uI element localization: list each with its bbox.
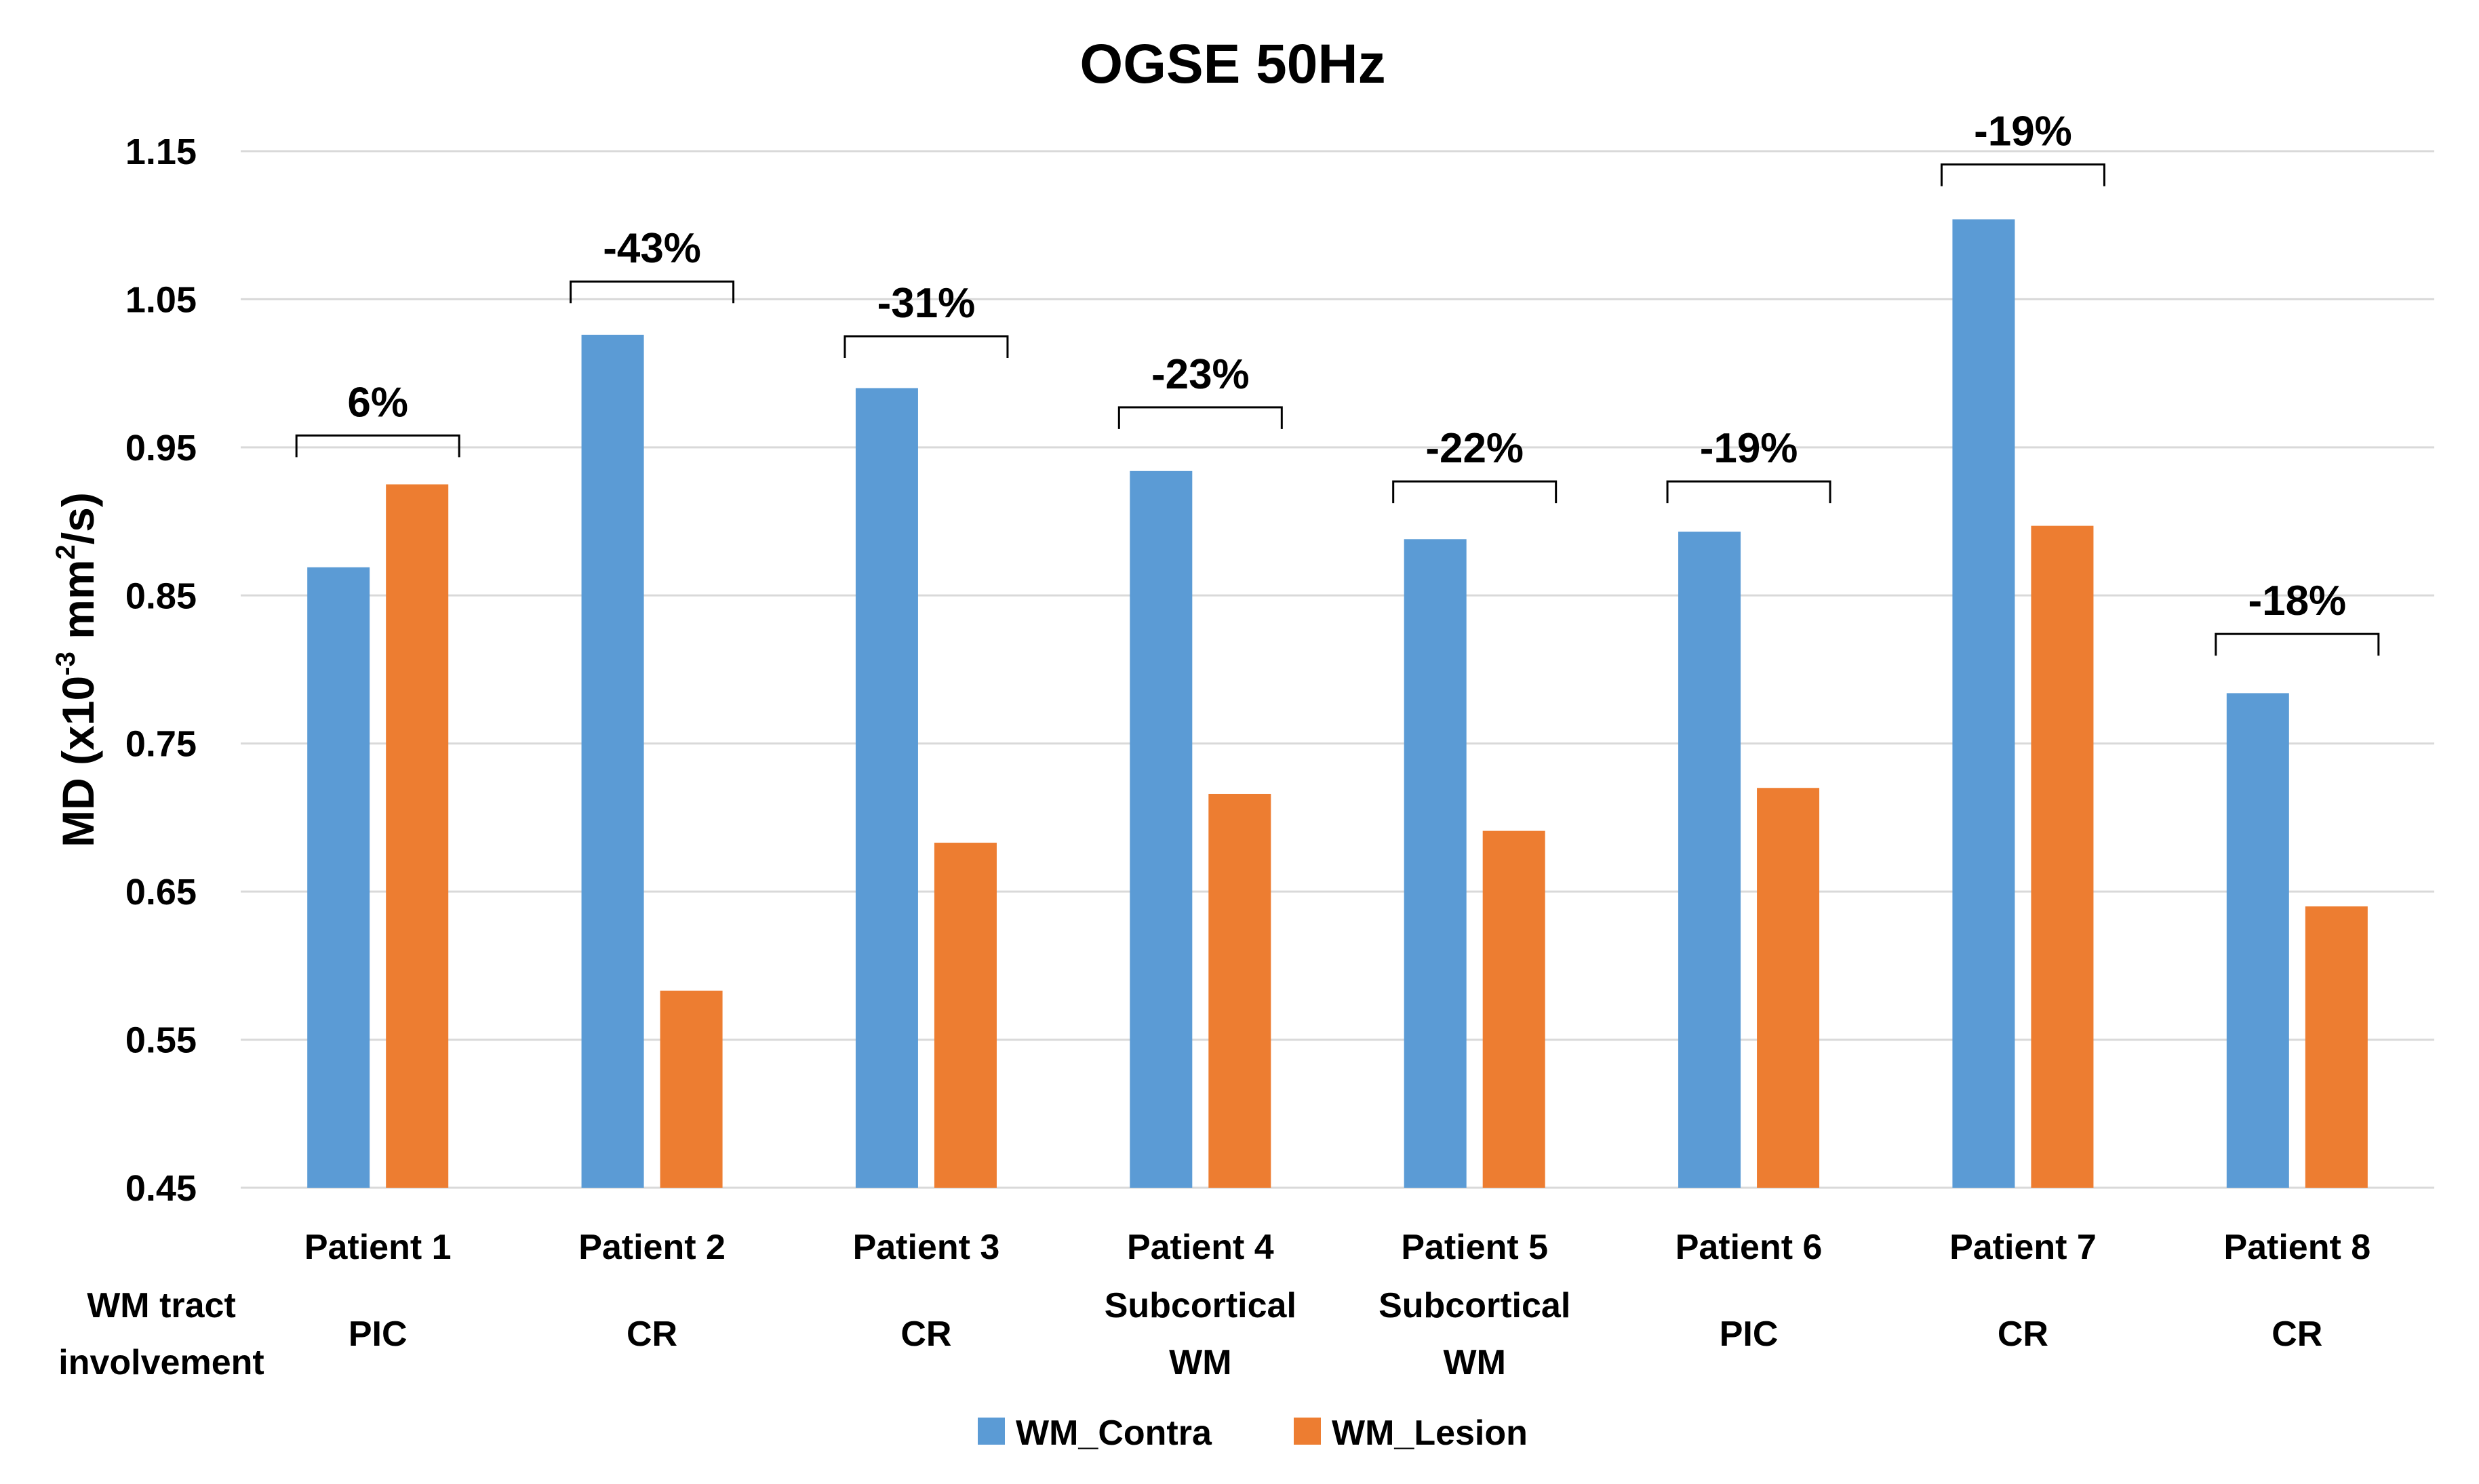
tract-involvement-label: CR xyxy=(627,1315,677,1354)
y-axis-label-part: /s) xyxy=(53,492,103,544)
bar-wm-lesion xyxy=(1757,788,1820,1188)
tract-involvement-label: Subcortical xyxy=(1379,1286,1570,1325)
percent-change-label: -19% xyxy=(1974,108,2072,155)
chart-title: OGSE 50Hz xyxy=(1079,33,1385,95)
legend-swatch xyxy=(978,1418,1005,1445)
y-tick-label: 0.55 xyxy=(125,1020,197,1061)
bar-wm-contra xyxy=(855,388,918,1188)
bar-wm-contra xyxy=(1952,219,2015,1188)
change-brackets: 6% -43% -31% -23% -22% -19% -19% -18% xyxy=(295,108,2380,656)
y-axis-label-part: MD (x10 xyxy=(53,676,103,847)
tract-involvement-label: Subcortical xyxy=(1105,1286,1296,1325)
legend-label: WM_Lesion xyxy=(1332,1413,1528,1453)
change-bracket xyxy=(844,335,1009,359)
percent-change-label: -18% xyxy=(2248,578,2346,624)
tract-involvement-label: CR xyxy=(900,1315,951,1354)
y-axis-label-superscript: 2 xyxy=(51,544,81,559)
bar-wm-lesion xyxy=(1208,793,1271,1188)
y-axis-label: MD (x10-3 mm2/s) xyxy=(51,492,103,847)
bar-wm-contra xyxy=(581,334,644,1188)
tract-involvement-label: PIC xyxy=(1720,1315,1779,1354)
x-category-label: Patient 6 xyxy=(1675,1228,1823,1267)
percent-change-label: -23% xyxy=(1151,351,1250,398)
bar-wm-contra xyxy=(307,567,370,1188)
change-bracket xyxy=(2215,633,2380,656)
tract-involvement-label: CR xyxy=(1998,1315,2048,1354)
x-category-label: Patient 2 xyxy=(578,1228,726,1267)
bar-wm-lesion xyxy=(386,484,449,1188)
bar-wm-contra xyxy=(1130,470,1193,1188)
tract-involvement-label: PIC xyxy=(349,1315,408,1354)
legend: WM_Contra WM_Lesion xyxy=(978,1413,1528,1453)
x-category-label: Patient 3 xyxy=(853,1228,1000,1267)
change-bracket xyxy=(1666,480,1831,504)
percent-change-label: -43% xyxy=(603,225,701,272)
change-bracket xyxy=(1117,406,1283,429)
bar-wm-lesion xyxy=(2305,906,2368,1188)
legend-swatch xyxy=(1294,1418,1321,1445)
y-tick-label: 0.85 xyxy=(125,576,197,616)
percent-change-label: -22% xyxy=(1425,425,1524,472)
x-category-label: Patient 4 xyxy=(1127,1228,1274,1267)
x-category-label: Patient 1 xyxy=(304,1228,452,1267)
bar-wm-contra xyxy=(1404,539,1467,1188)
y-tick-label: 0.95 xyxy=(125,428,197,468)
change-bracket xyxy=(295,434,460,458)
bar-wm-lesion xyxy=(660,990,723,1188)
bar-wm-lesion xyxy=(1482,830,1545,1188)
y-axis-label-superscript: -3 xyxy=(51,651,81,676)
row-header-label: WM tract xyxy=(87,1286,236,1325)
x-category-label: Patient 5 xyxy=(1401,1228,1548,1267)
bar-wm-contra xyxy=(2226,693,2289,1188)
tract-involvement-label: WM xyxy=(1443,1343,1505,1382)
y-tick-label: 0.65 xyxy=(125,872,197,913)
x-category-label: Patient 8 xyxy=(2223,1228,2371,1267)
legend-label: WM_Contra xyxy=(1016,1413,1212,1453)
percent-change-label: -31% xyxy=(877,280,976,327)
tract-involvement-label: CR xyxy=(2272,1315,2322,1354)
y-tick-label: 1.05 xyxy=(125,279,197,320)
row-header-label: involvement xyxy=(58,1343,264,1382)
bars xyxy=(307,219,2368,1188)
bar-wm-lesion xyxy=(2031,525,2094,1188)
tract-involvement-label: WM xyxy=(1169,1343,1231,1382)
change-bracket xyxy=(1392,480,1558,504)
y-tick-label: 0.75 xyxy=(125,724,197,765)
change-bracket xyxy=(1940,163,2105,186)
bar-wm-lesion xyxy=(934,843,997,1188)
y-axis-label-part: mm xyxy=(53,559,103,651)
percent-change-label: -19% xyxy=(1700,425,1798,472)
y-tick-label: 1.15 xyxy=(125,132,197,172)
axis-labels: OGSE 50Hz 0.45 0.55 0.65 0.75 0.85 0.95 1.05 1.1… xyxy=(51,33,2371,1382)
y-tick-label: 0.45 xyxy=(125,1168,197,1209)
bar-wm-contra xyxy=(1678,532,1741,1188)
x-category-label: Patient 7 xyxy=(1949,1228,2097,1267)
change-bracket xyxy=(570,280,735,304)
percent-change-label: 6% xyxy=(347,379,408,426)
gridlines xyxy=(241,150,2434,1189)
